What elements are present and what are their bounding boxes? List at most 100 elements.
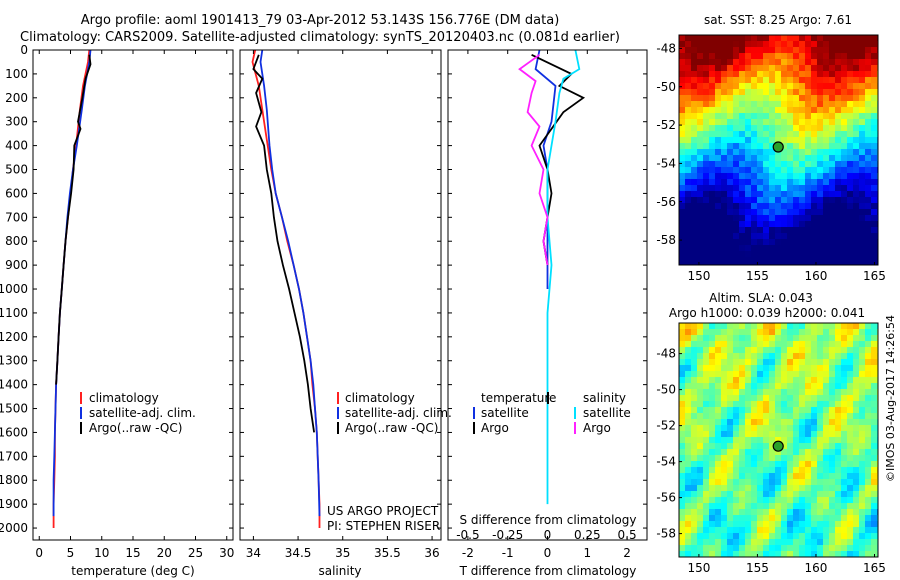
heatmap-cell xyxy=(793,119,800,126)
heatmap-cell xyxy=(769,185,776,192)
heatmap-cell xyxy=(841,59,848,66)
heatmap-cell xyxy=(871,353,878,360)
heatmap-cell xyxy=(859,491,866,498)
heatmap-cell xyxy=(727,431,734,438)
heatmap-cell xyxy=(823,155,830,162)
heatmap-cell xyxy=(799,131,806,138)
heatmap-cell xyxy=(811,197,818,204)
heatmap-cell xyxy=(853,143,860,150)
heatmap-cell xyxy=(817,347,824,354)
heatmap-cell xyxy=(727,539,734,546)
heatmap-cell xyxy=(823,359,830,366)
heatmap-cell xyxy=(799,503,806,510)
heatmap-cell xyxy=(763,227,770,234)
heatmap-cell xyxy=(865,377,872,384)
heatmap-cell xyxy=(799,479,806,486)
heatmap-cell xyxy=(757,401,764,408)
heatmap-cell xyxy=(757,485,764,492)
heatmap-cell xyxy=(823,347,830,354)
heatmap-cell xyxy=(805,527,812,534)
heatmap-cell xyxy=(841,71,848,78)
heatmap-cell xyxy=(697,323,704,330)
heatmap-cell xyxy=(727,323,734,330)
heatmap-cell xyxy=(685,539,692,546)
heatmap-cell xyxy=(781,125,788,132)
heatmap-cell xyxy=(841,245,848,252)
heatmap-cell xyxy=(745,71,752,78)
heatmap-cell xyxy=(859,233,866,240)
depth-y-ticks: 0100200300400500600700800900100011001200… xyxy=(0,43,647,535)
heatmap-cell xyxy=(847,503,854,510)
heatmap-cell xyxy=(847,395,854,402)
heatmap-cell xyxy=(859,119,866,126)
heatmap-cell xyxy=(835,131,842,138)
heatmap-cell xyxy=(817,389,824,396)
heatmap-cell xyxy=(841,233,848,240)
heatmap-cell xyxy=(811,377,818,384)
heatmap-cell xyxy=(709,173,716,180)
heatmap-cell xyxy=(739,191,746,198)
s-tick-label: 0 xyxy=(544,528,552,542)
heatmap-cell xyxy=(685,197,692,204)
heatmap-cell xyxy=(799,107,806,114)
heatmap-cell xyxy=(721,389,728,396)
heatmap-cell xyxy=(751,323,758,330)
heatmap-cell xyxy=(733,545,740,552)
heatmap-cell xyxy=(847,425,854,432)
y-tick-label: 1500 xyxy=(0,402,28,416)
heatmap-cell xyxy=(799,245,806,252)
heatmap-cell xyxy=(679,197,686,204)
heatmap-cell xyxy=(799,137,806,144)
heatmap-cell xyxy=(841,395,848,402)
heatmap-cell xyxy=(853,131,860,138)
heatmap-cell xyxy=(775,173,782,180)
heatmap-cell xyxy=(745,413,752,420)
heatmap-cell xyxy=(799,173,806,180)
heatmap-cell xyxy=(847,341,854,348)
heatmap-cell xyxy=(805,179,812,186)
heatmap-cell xyxy=(715,551,722,557)
heatmap-cell xyxy=(853,227,860,234)
heatmap-cell xyxy=(739,449,746,456)
heatmap-cell xyxy=(685,233,692,240)
heatmap-cell xyxy=(769,329,776,336)
heatmap-cell xyxy=(853,443,860,450)
heatmap-cell xyxy=(811,107,818,114)
heatmap-cell xyxy=(721,83,728,90)
heatmap-cell xyxy=(733,335,740,342)
heatmap-cell xyxy=(811,383,818,390)
heatmap-cell xyxy=(697,533,704,540)
heatmap-cell xyxy=(721,371,728,378)
heatmap-cell xyxy=(769,437,776,444)
heatmap-cell xyxy=(853,377,860,384)
heatmap-cell xyxy=(739,59,746,66)
heatmap-cell xyxy=(769,113,776,120)
heatmap-cell xyxy=(763,263,770,265)
heatmap-cell xyxy=(745,107,752,114)
heatmap-cell xyxy=(763,479,770,486)
heatmap-cell xyxy=(859,371,866,378)
heatmap-cell xyxy=(859,419,866,426)
heatmap-cell xyxy=(847,353,854,360)
heatmap-cell xyxy=(703,89,710,96)
heatmap-cell xyxy=(763,233,770,240)
heatmap-cell xyxy=(823,119,830,126)
heatmap-cell xyxy=(727,215,734,222)
heatmap-cell xyxy=(769,413,776,420)
heatmap-cell xyxy=(805,473,812,480)
heatmap-cell xyxy=(823,89,830,96)
heatmap-cell xyxy=(835,59,842,66)
heatmap-cell xyxy=(691,215,698,222)
heatmap-cell xyxy=(715,191,722,198)
heatmap-cell xyxy=(781,485,788,492)
heatmap-cell xyxy=(727,395,734,402)
heatmap-cell xyxy=(679,125,686,132)
heatmap-cell xyxy=(817,233,824,240)
heatmap-cell xyxy=(865,161,872,168)
heatmap-cell xyxy=(691,359,698,366)
heatmap-cell xyxy=(727,251,734,258)
heatmap-cell xyxy=(835,161,842,168)
heatmap-cell xyxy=(841,95,848,102)
heatmap-cell xyxy=(751,461,758,468)
x-tick-label: 0 xyxy=(544,546,552,560)
